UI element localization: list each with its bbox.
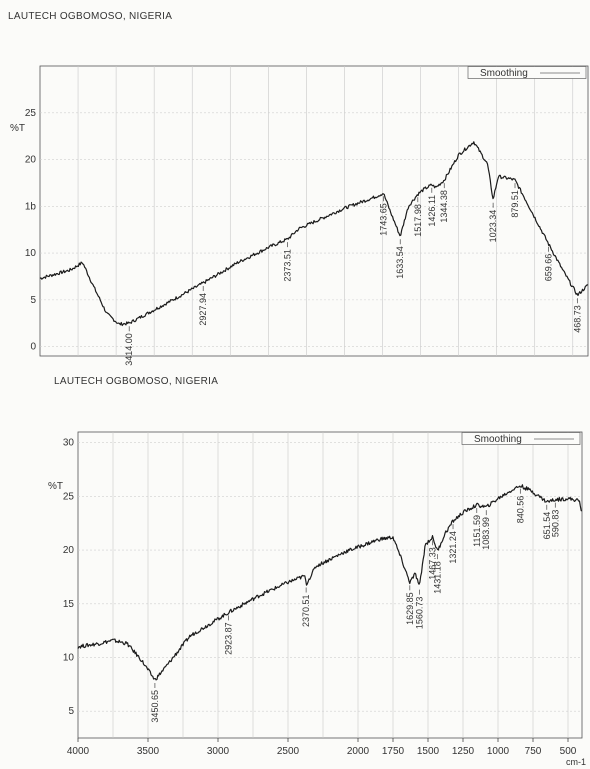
legend-box [467, 66, 587, 79]
x-tick-label: 2500 [277, 746, 300, 757]
x-tick-label: 750 [525, 746, 542, 757]
peak-label: 1151.59 [472, 508, 482, 547]
peak-label: 3414.00 [124, 326, 134, 366]
y-axis-label: %T [10, 123, 25, 134]
peak-label: 590.83 [550, 502, 560, 538]
y-tick-label: 1b [25, 201, 37, 212]
y-tick-label: 20 [25, 155, 37, 166]
x-tick-label: 3000 [207, 746, 230, 757]
peak-wavenumber: 2373.51 [283, 249, 293, 282]
y-tick-label: 10 [63, 652, 75, 663]
peak-wavenumber: 1344.38 [439, 190, 449, 223]
plot-frame [39, 65, 589, 357]
y-tick-label: 15 [63, 599, 75, 610]
spectrum-line [77, 484, 583, 681]
plot-frame [77, 431, 583, 739]
legend-box [461, 432, 581, 445]
peak-wavenumber: 1321.24 [448, 531, 458, 564]
y-tick-label: 25 [63, 491, 75, 502]
peak-wavenumber: 590.83 [550, 510, 560, 538]
peak-wavenumber: 2370.51 [301, 594, 311, 627]
peak-label: 1633.54 [395, 239, 405, 279]
peak-label: 1023.34 [488, 202, 498, 243]
y-tick-label: 20 [63, 545, 75, 556]
legend: Smoothing [467, 66, 587, 79]
chart-2-title: LAUTECH OGBOMOSO, NIGERIA [54, 376, 219, 387]
peak-label: 2923.87 [224, 615, 234, 655]
peak-label: 468.73 [573, 298, 583, 333]
chart-1-title: LAUTECH OGBOMOSO, NIGERIA [8, 11, 173, 22]
peak-label: 879.51 [510, 183, 520, 218]
peak-wavenumber: 1633.54 [395, 246, 405, 279]
peak-label: 1629.85 [405, 585, 415, 625]
peak-label: 2373.51 [283, 242, 293, 282]
y-tick-label: 30 [63, 438, 75, 449]
x-tick-label: 1750 [382, 746, 405, 757]
peak-wavenumber: 840.56 [515, 496, 525, 524]
peak-wavenumber: 659.66 [543, 254, 553, 282]
x-tick-label: 500 [560, 746, 577, 757]
peak-label: 840.56 [515, 488, 525, 524]
spectrum-line [39, 141, 589, 327]
peak-label: 1321.24 [448, 524, 458, 564]
ftir-spectrum-chart-1: 0 5 10 1b 20 25%T Smoothing 3414.00 2927.94 2373.… [10, 65, 589, 366]
y-axis-label: %T [48, 481, 63, 492]
x-tick-label: 1500 [417, 746, 440, 757]
peak-label: 3450.65 [150, 683, 160, 723]
legend-label: Smoothing [474, 434, 522, 445]
peak-wavenumber: 1426.11 [427, 195, 437, 227]
x-tick-label: 1000 [487, 746, 510, 757]
peak-wavenumber: 651.54 [542, 512, 552, 540]
legend: Smoothing [461, 432, 581, 445]
legend-label: Smoothing [480, 68, 528, 79]
x-tick-label: 3500 [137, 746, 160, 757]
peak-wavenumber: 2923.87 [224, 622, 234, 655]
peak-wavenumber: 1431.18 [433, 561, 443, 594]
y-tick-label: 0 [30, 342, 36, 353]
peak-label: 659.66 [543, 246, 553, 282]
x-tick-label: 2000 [347, 746, 370, 757]
peak-label: 651.54 [542, 504, 552, 540]
peak-wavenumber: 1743.65 [378, 203, 388, 236]
x-unit-label: cm-1 [566, 757, 586, 767]
peak-wavenumber: 1467.33 [428, 547, 438, 580]
peak-label: 1467.33 [428, 540, 438, 580]
x-tick-label: 4000 [67, 746, 90, 757]
peak-label: 1517.98 [413, 197, 423, 237]
peak-wavenumber: 468.73 [573, 305, 583, 333]
y-tick-label: 5 [30, 295, 36, 306]
peak-wavenumber: 1517.98 [413, 204, 423, 237]
x-tick-label: 1250 [452, 746, 475, 757]
y-tick-label: 25 [25, 108, 37, 119]
peak-wavenumber: 3450.65 [150, 690, 160, 723]
peak-wavenumber: 1151.59 [472, 515, 482, 547]
peak-wavenumber: 2927.94 [198, 293, 208, 326]
y-tick-label: 5 [68, 706, 74, 717]
peak-wavenumber: 3414.00 [124, 333, 134, 366]
peak-label: 1560.73 [414, 589, 424, 630]
peak-label: 1083.99 [481, 510, 491, 550]
peak-label: 1431.18 [433, 554, 443, 594]
peak-wavenumber: 879.51 [510, 190, 520, 218]
peak-label: 1743.65 [378, 196, 388, 236]
peak-wavenumber: 1083.99 [481, 517, 491, 550]
peak-label: 1344.38 [439, 183, 449, 223]
peak-wavenumber: 1629.85 [405, 592, 415, 625]
peak-label: 2927.94 [198, 286, 208, 326]
y-tick-label: 10 [25, 248, 37, 259]
peak-wavenumber: 1560.73 [414, 597, 424, 630]
peak-label: 2370.51 [301, 587, 311, 627]
peak-label: 1426.11 [427, 187, 437, 227]
peak-wavenumber: 1023.34 [488, 210, 498, 243]
